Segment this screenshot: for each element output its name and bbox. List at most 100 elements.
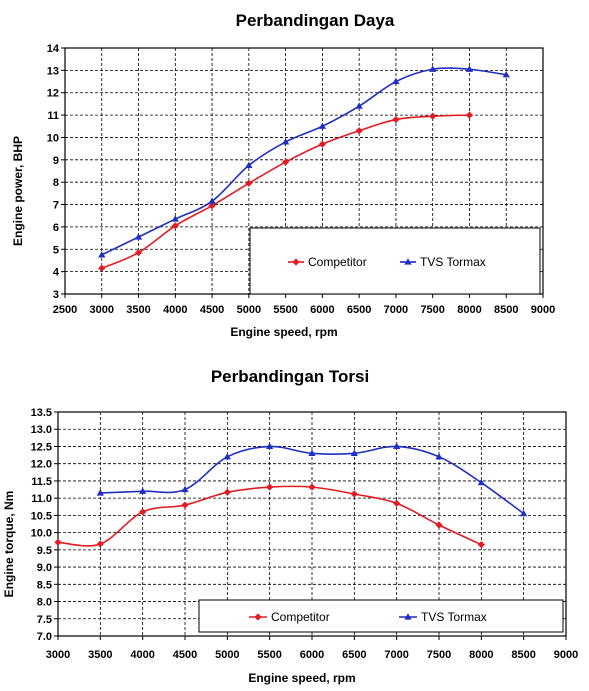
chart1-series-2-point xyxy=(282,138,290,145)
chart1-x-tick-label: 5000 xyxy=(237,304,261,316)
chart1-y-tick-label: 7 xyxy=(53,200,59,212)
chart2-y-axis-label: Engine torque, Nm xyxy=(2,491,16,598)
chart1-series-2-point xyxy=(465,65,474,72)
chart1-x-tick-label: 4500 xyxy=(200,304,224,316)
chart1-y-tick-label: 4 xyxy=(53,267,60,279)
chart2-x-tick-label: 6000 xyxy=(300,649,324,661)
chart2-legend-marker-1 xyxy=(254,613,262,621)
chart2-y-tick-label: 10.0 xyxy=(31,528,52,540)
chart2-y-tick-label: 13.0 xyxy=(31,424,52,436)
chart2-series-2-point xyxy=(308,449,316,456)
chart2-y-tick-label: 12.0 xyxy=(31,459,52,471)
chart1-legend-marker-2 xyxy=(404,258,412,265)
chart1-series-1-point xyxy=(134,249,143,257)
chart1-legend-marker-1 xyxy=(292,258,300,266)
chart1-x-tick-label: 7500 xyxy=(420,304,444,316)
chart1-series-1-point xyxy=(429,112,437,120)
chart1-y-tick-label: 5 xyxy=(53,244,59,256)
chart2-series-2-point xyxy=(223,453,231,460)
chart1-series-1-point xyxy=(355,127,363,135)
chart2-x-tick-label: 3500 xyxy=(88,649,112,661)
chart1-y-tick-label: 14 xyxy=(47,43,60,55)
chart1-x-tick-label: 7000 xyxy=(384,304,408,316)
chart2-series-1-point xyxy=(350,490,358,498)
chart1-legend-label-2: TVS Tormax xyxy=(420,255,486,269)
chart2-series-1-point xyxy=(308,483,316,491)
chart1-x-tick-label: 8500 xyxy=(494,304,518,316)
chart2-title: Perbandingan Torsi xyxy=(211,367,369,386)
chart2-series-1-point xyxy=(54,538,62,546)
chart2-series-1-point xyxy=(181,501,189,509)
chart2-y-tick-label: 8.5 xyxy=(37,579,52,591)
chart2-series-2-point xyxy=(181,485,189,493)
chart2-legend-label-2: TVS Tormax xyxy=(421,610,487,624)
chart1-x-tick-label: 6000 xyxy=(310,304,334,316)
chart1-x-tick-label: 5500 xyxy=(273,304,297,316)
chart2-y-tick-label: 10.5 xyxy=(31,510,52,522)
chart1-x-tick-label: 2500 xyxy=(53,304,77,316)
chart1-y-axis-label: Engine power, BHP xyxy=(11,136,25,246)
chart2-series-1-point xyxy=(266,483,274,491)
chart2-series-2-point xyxy=(96,489,104,496)
chart1-y-tick-label: 10 xyxy=(47,132,59,144)
chart1-x-tick-label: 6500 xyxy=(347,304,371,316)
chart2-x-tick-label: 8500 xyxy=(511,649,535,661)
chart1-legend-label-1: Competitor xyxy=(308,255,367,269)
chart1-x-tick-label: 8000 xyxy=(457,304,481,316)
chart2-y-tick-label: 9.5 xyxy=(37,545,52,557)
chart2-series-2-point xyxy=(266,442,274,450)
chart1-series-2-point xyxy=(245,161,253,169)
chart1-series-1-point xyxy=(465,111,474,119)
chart1-series-2-point xyxy=(429,65,437,72)
chart1-series-1-point xyxy=(392,115,400,124)
chart1-x-tick-label: 3000 xyxy=(90,304,114,316)
chart2-y-tick-label: 11.0 xyxy=(31,493,52,505)
chart2-series-1-point xyxy=(96,540,104,548)
chart2-series-2-point xyxy=(393,442,401,450)
chart1-y-tick-label: 9 xyxy=(53,155,59,167)
chart2-x-tick-label: 7000 xyxy=(384,649,408,661)
chart2-x-tick-label: 3000 xyxy=(46,649,70,661)
chart1-y-tick-label: 12 xyxy=(47,88,59,100)
chart2-legend-label-1: Competitor xyxy=(271,610,330,624)
chart1-series-1-point xyxy=(245,179,253,187)
chart2-x-tick-label: 4000 xyxy=(130,649,154,661)
chart2-y-tick-label: 9.0 xyxy=(37,562,52,574)
chart1-series-1-point xyxy=(208,202,216,210)
chart1-series-1-point xyxy=(318,140,326,148)
chart1-series-2-point xyxy=(171,215,179,222)
chart1-series-2-point xyxy=(392,77,400,85)
chart1-y-tick-label: 13 xyxy=(47,65,59,77)
chart1-series-2-point xyxy=(98,251,106,258)
chart2-y-tick-label: 8.0 xyxy=(37,597,52,609)
chart2-series-2-point xyxy=(520,509,528,517)
chart1-x-tick-label: 3500 xyxy=(126,304,150,316)
chart2-y-tick-label: 7.0 xyxy=(37,631,52,643)
chart1-y-tick-label: 3 xyxy=(53,289,59,301)
chart1-title: Perbandingan Daya xyxy=(236,11,395,30)
chart2-x-tick-label: 8000 xyxy=(469,649,493,661)
chart1-series-1-point xyxy=(171,222,179,230)
chart1-series-2-point xyxy=(134,233,143,240)
chart2-x-axis-label: Engine speed, rpm xyxy=(248,671,355,685)
chart2-legend-marker-2 xyxy=(404,613,412,620)
chart2-y-tick-label: 11.5 xyxy=(31,476,52,488)
chart2-legend-box xyxy=(198,599,564,633)
chart1-series-1-point xyxy=(98,264,106,272)
chart2-y-tick-label: 12.5 xyxy=(31,441,52,453)
chart1-x-axis-label: Engine speed, rpm xyxy=(230,325,337,339)
chart2-series-2-point xyxy=(139,487,147,494)
chart2-series-1-point xyxy=(435,521,443,529)
chart1-y-tick-label: 8 xyxy=(53,177,59,189)
chart1-series-2-point xyxy=(502,71,510,78)
chart1-x-tick-label: 9000 xyxy=(531,304,555,316)
chart1-y-tick-label: 11 xyxy=(47,110,59,122)
chart2-x-tick-label: 4500 xyxy=(173,649,197,661)
chart1-series-2-line xyxy=(101,67,507,256)
chart2-series-1-point xyxy=(139,508,147,516)
chart2-series-2-point xyxy=(435,453,443,460)
chart2-series-2-point xyxy=(350,449,358,456)
chart2-y-tick-label: 7.5 xyxy=(37,614,52,626)
chart1-series-2-point xyxy=(318,122,326,129)
